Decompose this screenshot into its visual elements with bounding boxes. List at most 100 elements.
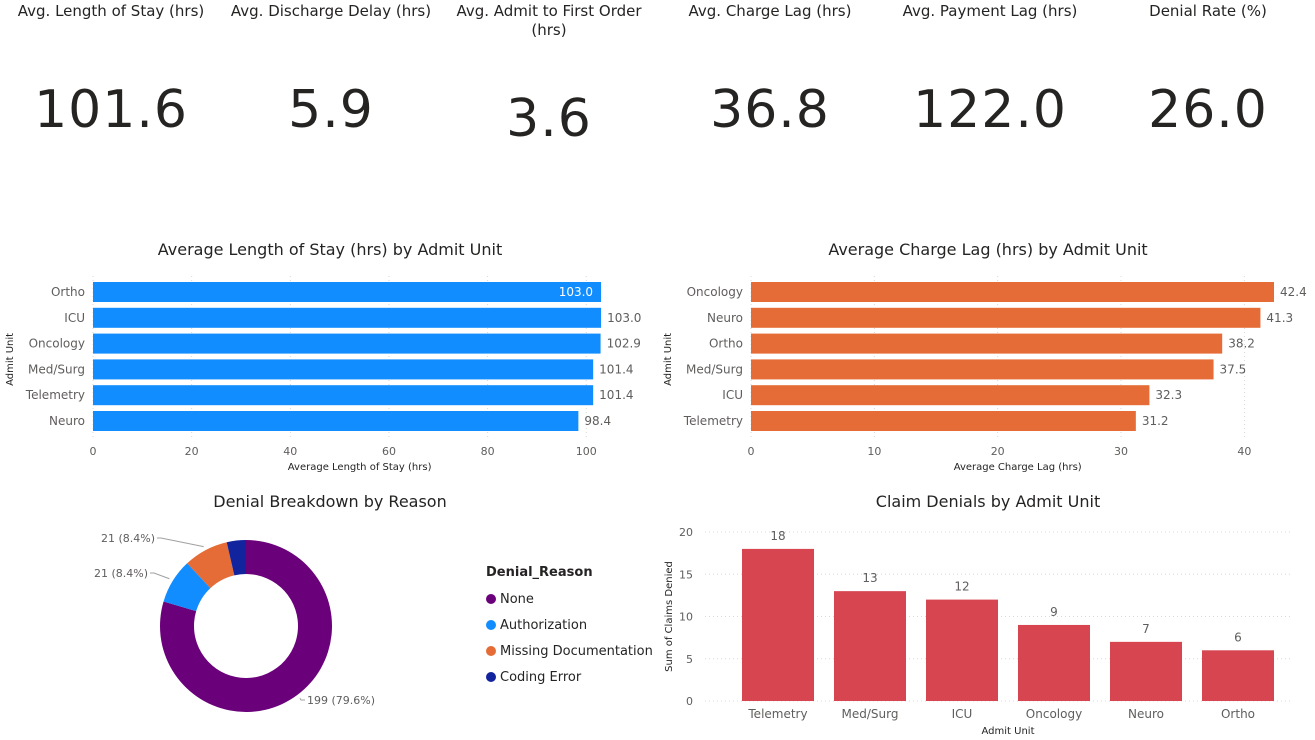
data-label: 18: [770, 529, 785, 543]
y-tick-label: 15: [679, 568, 693, 581]
legend-item: None: [486, 586, 653, 612]
legend-marker: [486, 646, 496, 656]
legend-label: Missing Documentation: [500, 643, 653, 659]
legend-marker: [486, 672, 496, 682]
x-tick-label: 20: [185, 445, 199, 458]
data-label: 103.0: [607, 311, 641, 325]
kpi-label: Denial Rate (%): [1149, 2, 1267, 20]
chart-title-claim-denials: Claim Denials by Admit Unit: [875, 492, 1101, 511]
bar: [834, 591, 906, 701]
data-label: 41.3: [1266, 311, 1293, 325]
bar: [1202, 650, 1274, 701]
kpi-value: 101.6: [34, 80, 188, 140]
legend-marker: [486, 620, 496, 630]
kpi-card-discharge-delay: Avg. Discharge Delay (hrs) 5.9: [222, 0, 440, 200]
x-tick-label: Med/Surg: [842, 707, 899, 721]
y-tick-label: Neuro: [49, 414, 85, 428]
x-tick-label: 40: [1237, 445, 1251, 458]
kpi-value: 122.0: [913, 80, 1067, 140]
bar: [751, 333, 1223, 354]
data-label: 7: [1142, 622, 1150, 636]
x-tick-label: Oncology: [1026, 707, 1082, 721]
y-tick-label: Telemetry: [25, 388, 85, 402]
kpi-value: 3.6: [506, 89, 592, 149]
kpi-value: 36.8: [710, 80, 830, 140]
donut-slice: [163, 563, 211, 612]
x-tick-label: Ortho: [1221, 707, 1255, 721]
x-tick-label: ICU: [952, 707, 973, 721]
x-tick-label: 0: [748, 445, 755, 458]
bar: [93, 307, 602, 328]
x-tick-label: 10: [867, 445, 881, 458]
kpi-card-admit-to-first-order: Avg. Admit to First Order (hrs) 3.6: [449, 0, 649, 200]
leader-line: [157, 537, 204, 548]
legend-label: None: [500, 591, 534, 607]
bar: [751, 411, 1136, 431]
bar: [742, 548, 814, 701]
data-label: 103.0: [559, 285, 593, 299]
bar: [93, 359, 594, 380]
x-axis-title: Average Length of Stay (hrs): [288, 462, 432, 473]
kpi-card-length-of-stay: Avg. Length of Stay (hrs) 101.6: [0, 0, 222, 200]
bar: [93, 411, 579, 431]
bar: [751, 359, 1214, 380]
kpi-card-payment-lag: Avg. Payment Lag (hrs) 122.0: [880, 0, 1100, 200]
y-tick-label: Oncology: [29, 337, 85, 351]
legend-marker: [486, 594, 496, 604]
data-label: 21 (8.4%): [94, 567, 148, 580]
y-tick-label: 5: [686, 653, 693, 666]
data-label: 21 (8.4%): [101, 532, 155, 545]
y-axis-title: Admit Unit: [5, 333, 16, 386]
bar: [751, 307, 1261, 328]
chart-title-charge-lag: Average Charge Lag (hrs) by Admit Unit: [828, 240, 1148, 259]
data-label: 12: [954, 580, 969, 594]
donut-slice: [187, 542, 235, 589]
y-tick-label: Med/Surg: [686, 362, 743, 376]
x-axis-title: Average Charge Lag (hrs): [954, 462, 1082, 473]
y-tick-label: Telemetry: [683, 414, 743, 428]
bar: [1110, 641, 1182, 701]
y-tick-label: Ortho: [709, 337, 743, 351]
y-tick-label: Med/Surg: [28, 362, 85, 376]
data-label: 42.4: [1280, 285, 1307, 299]
chart-title-length-of-stay: Average Length of Stay (hrs) by Admit Un…: [157, 240, 503, 259]
legend-label: Coding Error: [500, 669, 582, 685]
legend-item: Missing Documentation: [486, 638, 653, 664]
bar: [926, 599, 998, 701]
x-tick-label: 20: [991, 445, 1005, 458]
data-label: 101.4: [599, 388, 633, 402]
legend-item: Coding Error: [486, 664, 653, 690]
kpi-card-denial-rate: Denial Rate (%) 26.0: [1108, 0, 1308, 200]
leader-line: [150, 572, 170, 580]
kpi-label: Avg. Length of Stay (hrs): [17, 2, 205, 20]
legend-label: Authorization: [500, 617, 588, 633]
y-tick-label: ICU: [64, 311, 85, 325]
x-axis-title: Admit Unit: [982, 726, 1035, 737]
legend-item: Authorization: [486, 612, 653, 638]
data-label: 38.2: [1228, 337, 1255, 351]
x-tick-label: Neuro: [1128, 707, 1164, 721]
y-tick-label: Neuro: [707, 311, 743, 325]
data-label: 31.2: [1142, 414, 1169, 428]
data-label: 32.3: [1155, 388, 1182, 402]
y-tick-label: 10: [679, 611, 693, 624]
bar: [751, 282, 1274, 302]
y-tick-label: ICU: [722, 388, 743, 402]
x-tick-label: 0: [90, 445, 97, 458]
y-axis-title: Sum of Claims Denied: [664, 561, 675, 672]
kpi-label: Avg. Charge Lag (hrs): [688, 2, 852, 20]
data-label: 102.9: [607, 337, 641, 351]
data-label: 37.5: [1220, 362, 1247, 376]
x-tick-label: 60: [382, 445, 396, 458]
bar: [1018, 624, 1090, 701]
kpi-card-charge-lag: Avg. Charge Lag (hrs) 36.8: [660, 0, 880, 200]
y-axis-title: Admit Unit: [663, 333, 674, 386]
x-tick-label: 40: [283, 445, 297, 458]
leader-line: [299, 697, 305, 701]
data-label: 13: [862, 571, 877, 585]
bar: [93, 333, 601, 354]
donut-slice: [226, 540, 246, 576]
x-tick-label: 80: [481, 445, 495, 458]
x-tick-label: Telemetry: [747, 707, 807, 721]
